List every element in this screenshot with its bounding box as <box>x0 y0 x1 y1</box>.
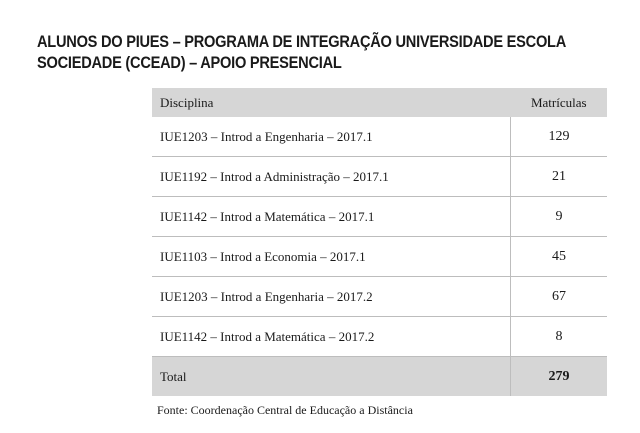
table-row: IUE1203 – Introd a Engenharia – 2017.2 67 <box>152 276 607 317</box>
cell: IUE1142 – Introd a Matemática – 2017.2 <box>152 316 511 357</box>
cell-number: 8 <box>510 316 607 357</box>
table-row: IUE1142 – Introd a Matemática – 2017.1 9 <box>152 196 607 237</box>
title: ALUNOS DO PIUES – PROGRAMA DE INTEGRAÇÃO… <box>37 31 640 73</box>
table-row: IUE1203 – Introd a Engenharia – 2017.1 12… <box>152 117 607 157</box>
cell: IUE1103 – Introd a Economia – 2017.1 <box>152 236 511 277</box>
table-row: Total 279 <box>152 356 607 396</box>
header-row: Disciplina Matrículas <box>152 88 607 117</box>
cell-number: 45 <box>510 236 607 277</box>
cell: IUE1192 – Introd a Administração – 2017.… <box>152 156 511 197</box>
cell: IUE1203 – Introd a Engenharia – 2017.1 <box>152 117 511 157</box>
cell-number: 9 <box>510 196 607 237</box>
cell: IUE1142 – Introd a Matemática – 2017.1 <box>152 196 511 237</box>
cell-number: 129 <box>510 117 607 157</box>
cell-number: 67 <box>510 276 607 317</box>
column-header: Disciplina <box>152 88 511 117</box>
cell: IUE1203 – Introd a Engenharia – 2017.2 <box>152 276 511 317</box>
cell-number: 21 <box>510 156 607 197</box>
table: Disciplina Matrículas IUE1203 – Introd a… <box>152 88 607 396</box>
table-row: IUE1192 – Introd a Administração – 2017.… <box>152 156 607 197</box>
table-row: IUE1142 – Introd a Matemática – 2017.2 8 <box>152 316 607 357</box>
source: Fonte: Coordenação Central de Educação a… <box>157 403 413 417</box>
title-line: SOCIEDADE (CCEAD) – APOIO PRESENCIAL <box>37 53 342 72</box>
table-row: IUE1103 – Introd a Economia – 2017.1 45 <box>152 236 607 277</box>
cell: Total <box>152 356 511 396</box>
cell-number: 279 <box>510 356 607 396</box>
column-header: Matrículas <box>510 88 607 117</box>
title-line: ALUNOS DO PIUES – PROGRAMA DE INTEGRAÇÃO… <box>37 32 567 51</box>
